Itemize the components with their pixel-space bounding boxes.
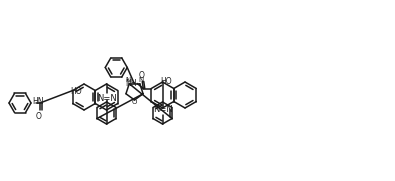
Text: N: N (139, 77, 144, 83)
Text: HO: HO (70, 87, 82, 96)
Text: HO: HO (160, 77, 172, 85)
Text: O: O (138, 71, 144, 81)
Text: O: O (36, 112, 42, 121)
Text: HN: HN (32, 98, 43, 106)
Text: N=N: N=N (97, 94, 117, 103)
Text: N=N: N=N (152, 105, 172, 114)
Text: O: O (132, 99, 137, 105)
Text: N: N (125, 77, 130, 83)
Text: NH: NH (125, 79, 136, 88)
